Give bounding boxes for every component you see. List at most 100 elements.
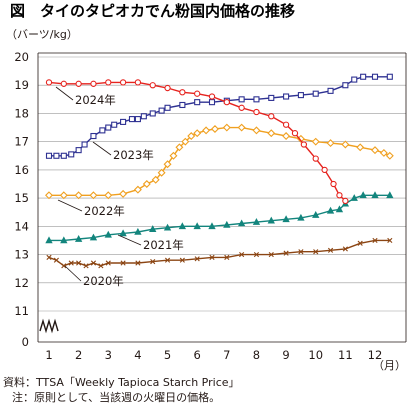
data-point (179, 257, 185, 263)
data-point (222, 123, 231, 132)
data-point (142, 180, 151, 188)
data-point (105, 79, 112, 86)
data-point (223, 99, 230, 106)
data-point (282, 132, 291, 140)
x-tick-label: 12 (368, 348, 383, 362)
data-point (202, 126, 211, 135)
data-point (105, 260, 111, 266)
data-point (385, 151, 394, 160)
y-tick-labels: 11 12 13 14 15 16 17 18 19 20 0 (14, 50, 29, 349)
data-point (321, 166, 328, 174)
data-point (46, 254, 52, 260)
data-point (45, 79, 53, 86)
x-tick-label: 3 (105, 348, 112, 362)
data-point (134, 227, 142, 235)
axis-break-symbol (39, 318, 59, 334)
data-point (282, 215, 290, 223)
data-point (76, 260, 82, 266)
data-point (194, 90, 201, 97)
data-point (371, 73, 379, 80)
data-point (90, 260, 97, 266)
data-point (327, 87, 334, 94)
data-point (252, 218, 261, 225)
data-point (357, 240, 363, 246)
data-point (386, 73, 393, 80)
data-point (75, 80, 82, 87)
label-leader-line (64, 265, 82, 282)
data-point (372, 237, 378, 244)
data-point (341, 140, 350, 149)
data-point (74, 191, 83, 200)
data-point (360, 73, 367, 80)
data-point (193, 222, 201, 230)
data-point (60, 152, 67, 159)
data-point (164, 104, 171, 111)
data-point (223, 220, 231, 228)
data-point (208, 99, 216, 106)
data-point (164, 257, 171, 263)
x-tick-label: 6 (194, 348, 201, 362)
data-point (61, 263, 67, 269)
data-point (351, 76, 358, 83)
y-tick-label-zero: 0 (22, 335, 29, 349)
data-point (53, 257, 59, 263)
data-point (336, 192, 343, 199)
data-point (45, 191, 53, 200)
x-tick-label: 5 (164, 348, 171, 362)
data-point (371, 191, 379, 199)
x-axis-unit: （月） (373, 359, 406, 372)
data-point (157, 168, 166, 177)
data-point (163, 160, 172, 169)
data-point (104, 230, 112, 238)
data-point (150, 259, 156, 265)
chart-title: 図 タイのタピオカでん粉国内価格の推移 (10, 2, 295, 20)
data-point (387, 237, 393, 244)
series-label: 2022年 (84, 204, 125, 218)
y-tick-label: 13 (14, 248, 29, 262)
series-group (45, 73, 394, 269)
y-tick-label: 11 (14, 304, 29, 318)
y-tick-label: 15 (14, 191, 29, 205)
label-leader-line (57, 199, 83, 212)
data-point (359, 191, 367, 199)
data-point (134, 116, 141, 123)
data-point (193, 129, 202, 138)
data-point (83, 263, 89, 269)
data-point (140, 113, 147, 120)
data-point (283, 250, 289, 256)
data-point (268, 113, 275, 120)
series-2022年 (45, 123, 394, 200)
data-point (312, 90, 319, 97)
data-point (239, 251, 245, 258)
series-2021年 (45, 191, 394, 244)
data-point (68, 151, 75, 158)
data-point (194, 99, 201, 106)
series-label: 2024年 (75, 93, 116, 107)
y-tick-label: 18 (14, 106, 29, 120)
source-note: 資料：TTSA「Weekly Tapioca Starch Price」 (3, 375, 240, 389)
data-point (149, 225, 157, 232)
y-axis-unit: （バーツ/kg） (6, 28, 78, 41)
y-tick-label: 20 (14, 50, 29, 64)
series-label: 2021年 (143, 238, 184, 252)
data-point (105, 124, 112, 131)
label-leader-line (92, 141, 112, 156)
data-point (342, 246, 348, 252)
data-point (253, 251, 260, 258)
data-point (187, 132, 196, 140)
label-leader-line (55, 86, 74, 101)
data-point (350, 194, 358, 201)
data-point (119, 79, 127, 86)
y-tick-label: 19 (14, 78, 29, 92)
data-point (89, 191, 98, 200)
data-point (342, 82, 349, 89)
data-point (60, 236, 68, 244)
data-point (291, 130, 299, 137)
data-point (253, 108, 260, 116)
data-point (111, 121, 118, 128)
series-2020年 (46, 237, 393, 269)
data-point (98, 263, 104, 269)
series-label: 2023年 (113, 148, 154, 162)
data-point (327, 247, 334, 253)
data-point (179, 101, 186, 109)
